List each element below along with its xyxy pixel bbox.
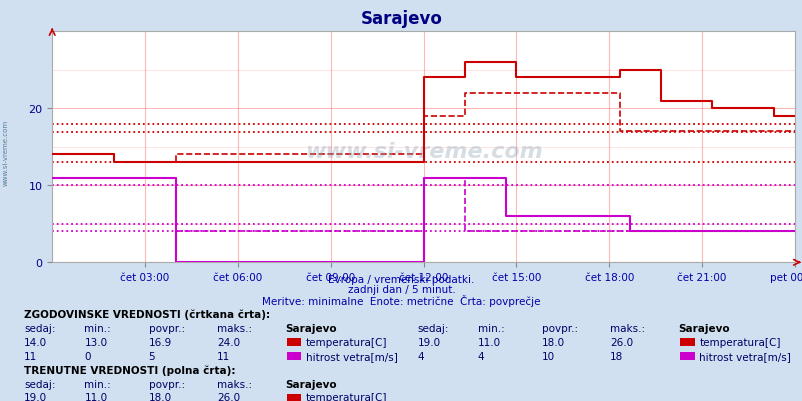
Text: 19.0: 19.0 bbox=[417, 337, 440, 347]
Text: maks.:: maks.: bbox=[610, 323, 645, 333]
Text: povpr.:: povpr.: bbox=[148, 323, 184, 333]
Text: Sarajevo: Sarajevo bbox=[285, 379, 336, 389]
Text: povpr.:: povpr.: bbox=[541, 323, 577, 333]
Text: temperatura[C]: temperatura[C] bbox=[306, 337, 387, 347]
Text: 4: 4 bbox=[477, 351, 484, 361]
Text: TRENUTNE VREDNOSTI (polna črta):: TRENUTNE VREDNOSTI (polna črta): bbox=[24, 365, 235, 375]
Text: sedaj:: sedaj: bbox=[417, 323, 448, 333]
Text: 14.0: 14.0 bbox=[24, 337, 47, 347]
Text: 5: 5 bbox=[148, 351, 155, 361]
Text: 24.0: 24.0 bbox=[217, 337, 240, 347]
Text: 18.0: 18.0 bbox=[541, 337, 565, 347]
Text: min.:: min.: bbox=[84, 323, 111, 333]
Text: 13.0: 13.0 bbox=[84, 337, 107, 347]
Text: temperatura[C]: temperatura[C] bbox=[306, 392, 387, 401]
Text: 11.0: 11.0 bbox=[477, 337, 500, 347]
Text: 16.9: 16.9 bbox=[148, 337, 172, 347]
Text: 10: 10 bbox=[541, 351, 554, 361]
Text: ZGODOVINSKE VREDNOSTI (črtkana črta):: ZGODOVINSKE VREDNOSTI (črtkana črta): bbox=[24, 309, 270, 319]
Text: 18.0: 18.0 bbox=[148, 392, 172, 401]
Text: 0: 0 bbox=[84, 351, 91, 361]
Text: 26.0: 26.0 bbox=[217, 392, 240, 401]
Text: maks.:: maks.: bbox=[217, 379, 252, 389]
Text: maks.:: maks.: bbox=[217, 323, 252, 333]
Text: sedaj:: sedaj: bbox=[24, 323, 55, 333]
Text: 11.0: 11.0 bbox=[84, 392, 107, 401]
Text: hitrost vetra[m/s]: hitrost vetra[m/s] bbox=[306, 351, 397, 361]
Text: Meritve: minimalne  Enote: metrične  Črta: povprečje: Meritve: minimalne Enote: metrične Črta:… bbox=[262, 295, 540, 307]
Text: temperatura[C]: temperatura[C] bbox=[699, 337, 780, 347]
Text: min.:: min.: bbox=[477, 323, 504, 333]
Text: povpr.:: povpr.: bbox=[148, 379, 184, 389]
Text: zadnji dan / 5 minut.: zadnji dan / 5 minut. bbox=[347, 285, 455, 295]
Text: www.si-vreme.com: www.si-vreme.com bbox=[2, 119, 9, 185]
Text: Sarajevo: Sarajevo bbox=[678, 323, 729, 333]
Text: www.si-vreme.com: www.si-vreme.com bbox=[304, 142, 542, 162]
Text: 26.0: 26.0 bbox=[610, 337, 633, 347]
Text: hitrost vetra[m/s]: hitrost vetra[m/s] bbox=[699, 351, 790, 361]
Text: sedaj:: sedaj: bbox=[24, 379, 55, 389]
Text: Sarajevo: Sarajevo bbox=[360, 10, 442, 28]
Text: 11: 11 bbox=[217, 351, 230, 361]
Text: Sarajevo: Sarajevo bbox=[285, 323, 336, 333]
Text: 18: 18 bbox=[610, 351, 623, 361]
Text: Evropa / vremenski podatki.: Evropa / vremenski podatki. bbox=[328, 275, 474, 285]
Text: 11: 11 bbox=[24, 351, 38, 361]
Text: min.:: min.: bbox=[84, 379, 111, 389]
Text: 4: 4 bbox=[417, 351, 423, 361]
Text: 19.0: 19.0 bbox=[24, 392, 47, 401]
